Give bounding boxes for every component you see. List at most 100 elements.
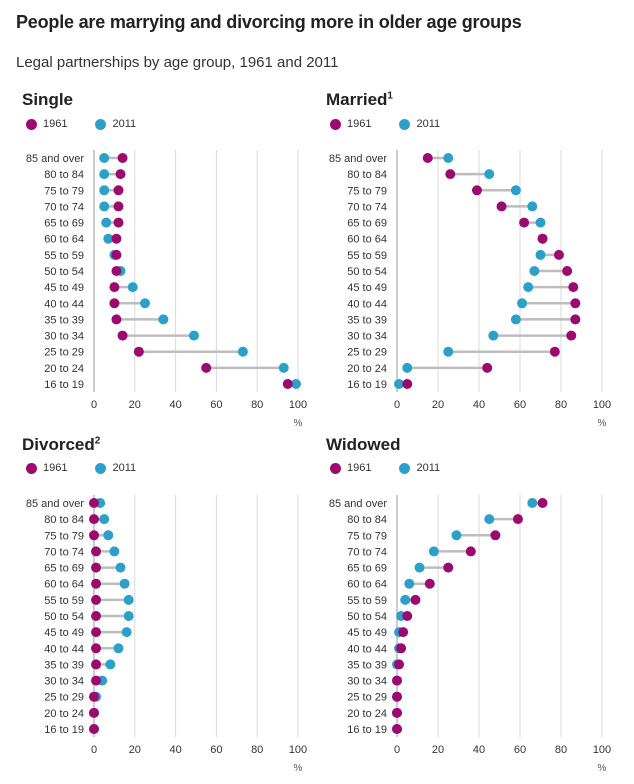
- category-label: 65 to 69: [44, 563, 84, 575]
- legend-item-2011: 2011: [95, 462, 136, 474]
- x-tick-label: 40: [473, 744, 485, 756]
- category-label: 55 to 59: [347, 595, 387, 607]
- point-1961: [89, 498, 99, 508]
- category-label: 16 to 19: [347, 379, 387, 391]
- point-1961: [201, 362, 212, 373]
- legend-item-1961: 1961: [330, 118, 371, 130]
- legend: 1961 2011: [330, 462, 440, 474]
- category-label: 60 to 64: [347, 234, 387, 246]
- category-label: 75 to 79: [347, 530, 387, 542]
- page-title: People are marrying and divorcing more i…: [16, 12, 522, 32]
- category-label: 60 to 64: [44, 234, 84, 246]
- panel-title: Widowed: [326, 435, 401, 454]
- point-2011: [488, 330, 499, 341]
- point-2011: [158, 314, 169, 325]
- x-tick-label: 0: [394, 744, 400, 756]
- point-1961: [519, 217, 530, 228]
- category-label: 55 to 59: [44, 595, 84, 607]
- point-2011: [510, 185, 521, 196]
- point-1961: [111, 314, 122, 325]
- point-1961: [512, 514, 523, 525]
- category-label: 45 to 49: [44, 627, 84, 639]
- point-1961: [537, 233, 548, 244]
- point-2011: [402, 362, 413, 373]
- panel-title: Single: [22, 90, 74, 109]
- point-1961: [111, 266, 122, 276]
- legend-dot-1961: [330, 118, 341, 130]
- point-2011: [443, 346, 454, 357]
- category-label: 75 to 79: [44, 530, 84, 542]
- point-2011: [529, 266, 540, 276]
- point-1961: [89, 707, 99, 718]
- point-1961: [113, 201, 124, 212]
- point-2011: [103, 233, 114, 244]
- category-label: 80 to 84: [44, 169, 84, 181]
- category-label: 85 and over: [26, 153, 84, 165]
- point-2011: [400, 594, 411, 605]
- point-1961: [109, 282, 120, 293]
- category-label: 20 to 24: [44, 708, 84, 720]
- point-2011: [123, 611, 134, 621]
- point-2011: [535, 217, 546, 228]
- point-1961: [91, 675, 102, 686]
- legend-dot-1961: [26, 462, 37, 474]
- point-2011: [188, 330, 199, 341]
- category-label: 50 to 54: [347, 266, 387, 278]
- point-2011: [535, 249, 546, 260]
- point-1961: [566, 330, 577, 341]
- category-label: 25 to 29: [44, 347, 84, 359]
- point-1961: [410, 594, 421, 605]
- category-label: 30 to 34: [347, 676, 387, 688]
- category-label: 70 to 74: [347, 546, 387, 558]
- category-label: 50 to 54: [347, 611, 387, 623]
- legend-dot-2011: [399, 118, 411, 130]
- legend: 1961 2011: [26, 118, 136, 130]
- point-1961: [392, 707, 402, 718]
- category-label: 75 to 79: [347, 185, 387, 197]
- point-1961: [91, 643, 102, 654]
- category-label: 85 and over: [329, 153, 387, 165]
- panel-title: Married1: [326, 90, 393, 109]
- x-tick-label: 0: [394, 399, 400, 411]
- category-label: 50 to 54: [44, 611, 84, 623]
- point-1961: [109, 298, 120, 309]
- category-label: 65 to 69: [347, 563, 387, 575]
- point-2011: [123, 594, 134, 605]
- point-1961: [91, 594, 102, 605]
- point-2011: [121, 627, 132, 638]
- point-2011: [99, 185, 110, 196]
- category-label: 35 to 39: [347, 659, 387, 671]
- category-label: 75 to 79: [44, 185, 84, 197]
- x-tick-label: 20: [432, 744, 444, 756]
- point-1961: [549, 346, 560, 357]
- x-axis-label: %: [294, 418, 303, 429]
- legend-dot-1961: [26, 118, 37, 130]
- point-2011: [99, 201, 110, 212]
- x-tick-label: 60: [210, 399, 222, 411]
- point-2011: [105, 659, 116, 670]
- point-2011: [527, 498, 538, 508]
- legend-item-2011: 2011: [95, 118, 136, 130]
- category-label: 40 to 44: [44, 643, 84, 655]
- category-label: 20 to 24: [44, 363, 84, 375]
- point-1961: [443, 562, 454, 573]
- category-label: 20 to 24: [347, 363, 387, 375]
- point-1961: [445, 169, 456, 180]
- point-1961: [398, 627, 409, 638]
- point-1961: [490, 530, 501, 541]
- category-label: 45 to 49: [347, 627, 387, 639]
- legend-item-1961: 1961: [26, 118, 67, 130]
- point-1961: [115, 169, 126, 180]
- page-subtitle: Legal partnerships by age group, 1961 an…: [16, 54, 339, 71]
- point-2011: [523, 282, 534, 293]
- point-2011: [443, 153, 454, 163]
- category-label: 35 to 39: [44, 659, 84, 671]
- category-label: 30 to 34: [44, 676, 84, 688]
- point-1961: [91, 627, 102, 638]
- point-2011: [517, 298, 528, 309]
- category-label: 70 to 74: [44, 546, 84, 558]
- panel-title: Divorced2: [22, 435, 101, 454]
- x-tick-label: 20: [432, 399, 444, 411]
- point-1961: [396, 643, 407, 654]
